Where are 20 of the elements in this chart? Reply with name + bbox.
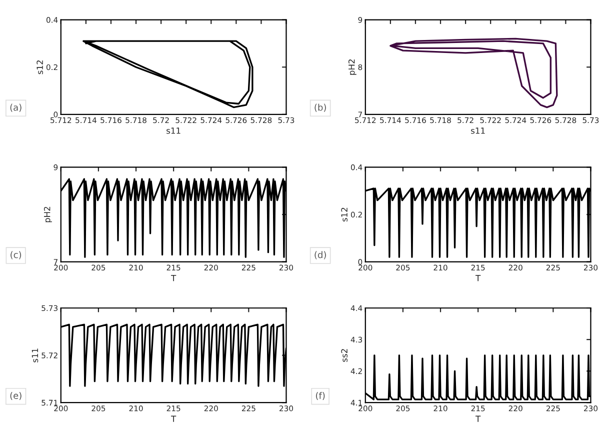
y-axis-title: s12 xyxy=(341,208,348,222)
x-axis-title: T xyxy=(475,416,481,422)
y-axis-title: s12 xyxy=(36,60,43,74)
text: (a) xyxy=(10,104,22,112)
y-axis-title: s11 xyxy=(32,348,38,362)
y-axis-title: ss2 xyxy=(341,349,348,362)
text: (b) xyxy=(314,104,326,112)
y-axis-title: pH2 xyxy=(44,206,52,222)
line-series xyxy=(82,40,254,108)
text: (e) xyxy=(10,392,22,400)
text: (c) xyxy=(10,251,22,260)
y-axis-title: pH2 xyxy=(348,60,356,75)
x-axis-title: T xyxy=(170,416,176,422)
text: (d) xyxy=(314,251,326,260)
x-axis-title: T xyxy=(170,275,176,282)
x-axis-title: T xyxy=(475,275,481,282)
line-series xyxy=(390,38,558,108)
text: (f) xyxy=(316,392,325,400)
x-axis-title: s11 xyxy=(471,128,485,134)
x-axis-title: s11 xyxy=(166,128,180,134)
